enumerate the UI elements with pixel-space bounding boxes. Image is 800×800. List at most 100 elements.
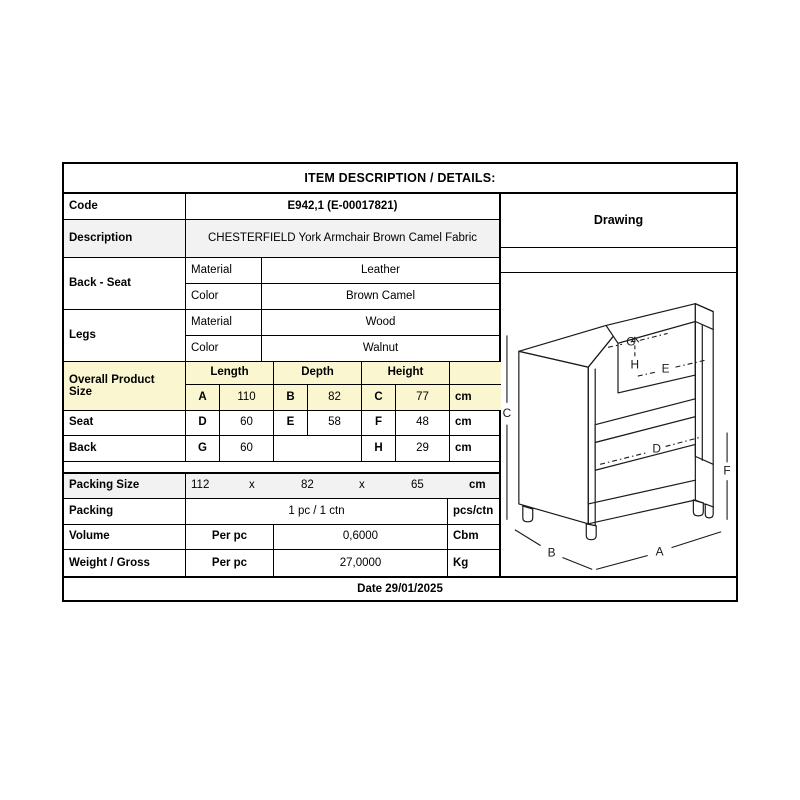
leg-front-left [522, 505, 534, 523]
dim-line-g-left [607, 343, 623, 348]
dimension-letters: G H E D C F B A [503, 334, 731, 559]
dim-line-e-left [637, 371, 656, 377]
drawing-label-a: A [656, 544, 664, 558]
back-seat-material-value: Leather [262, 258, 499, 284]
table-row-packing-size: Packing Size 112 x 82 x 65 cm [64, 473, 499, 500]
dim-value-f: 48 [396, 410, 450, 437]
seat-label: Seat [64, 410, 186, 437]
dim-letter-h: H [362, 436, 396, 462]
dim-letter-f: F [362, 410, 396, 437]
dim-value-g: 60 [220, 436, 274, 462]
packing-unit: pcs/ctn [448, 499, 499, 525]
dim-value-c: 77 [396, 384, 450, 411]
volume-value: 0,6000 [274, 524, 448, 551]
dim-line-a-right [671, 530, 722, 548]
page-title: ITEM DESCRIPTION / DETAILS: [64, 164, 736, 194]
weight-per: Per pc [186, 550, 274, 576]
dim-letter-d: D [186, 410, 220, 437]
drawing-label-b: B [548, 545, 556, 559]
volume-label: Volume [64, 524, 186, 551]
table-row-weight: Weight / Gross Per pc 27,0000 Kg [64, 550, 499, 576]
leg-front-center-top [585, 522, 597, 527]
dim-letter-g: G [186, 436, 220, 462]
dim-line-b-right [562, 556, 593, 570]
dim-value-d: 60 [220, 410, 274, 437]
dimension-row-overall: A 110 B 82 C 77 cm [186, 384, 501, 411]
dim-value-h: 29 [396, 436, 450, 462]
packing-label: Packing [64, 499, 186, 525]
base-front-bottom [587, 479, 696, 525]
dimension-row-seat: Seat D 60 E 58 F 48 cm [64, 410, 501, 437]
dim-line-b-left [514, 529, 541, 546]
dim-letter-a: A [186, 384, 220, 411]
spec-sheet: ITEM DESCRIPTION / DETAILS: Code E942,1 … [62, 162, 738, 602]
drawing-title: Drawing [501, 194, 736, 248]
drawing-canvas: G H E D C F B A [501, 273, 736, 576]
armchair-outline [518, 302, 714, 540]
back-seat-material-label: Material [186, 257, 262, 284]
outer-dimension-lines [506, 335, 728, 570]
back-seat-color-row: Color Brown Camel [186, 283, 499, 310]
packing-size-width: 82 [301, 479, 314, 492]
dim-header-length: Length [186, 361, 274, 385]
drawing-subheader-spacer [501, 248, 736, 273]
left-arm-outer-face [518, 350, 589, 525]
volume-per: Per pc [186, 524, 274, 551]
armchair-technical-drawing: G H E D C F B A [503, 302, 731, 570]
drawing-panel: Drawing [501, 194, 736, 576]
legs-label: Legs [64, 309, 186, 362]
dim-line-g-right [639, 332, 668, 341]
dim-line-h [630, 336, 640, 357]
seat-cushion-front [594, 415, 696, 471]
leg-right-rear [704, 503, 714, 519]
table-row-overall-size: Overall Product Size Length Depth Height… [64, 361, 501, 411]
leg-front-left-top [522, 505, 534, 510]
drawing-label-g: G [626, 334, 635, 348]
dim-line-d-right [665, 436, 700, 447]
leg-back-right [692, 499, 704, 517]
packing-value: 1 pc / 1 ctn [186, 499, 448, 525]
packing-size-sep-1: x [249, 479, 255, 492]
back-seat-label: Back - Seat [64, 257, 186, 310]
legs-material-row: Material Wood [186, 309, 499, 336]
dim-arrow-h-top [630, 336, 640, 343]
dim-letter-e: E [274, 410, 308, 437]
table-row-legs: Legs Material Wood Color Walnut [64, 309, 499, 362]
packing-size-unit: cm [469, 479, 486, 492]
back-seat-material-row: Material Leather [186, 257, 499, 284]
footer-date: Date 29/01/2025 [64, 576, 736, 600]
table-row-volume: Volume Per pc 0,6000 Cbm [64, 524, 499, 551]
dim-header-height: Height [362, 361, 450, 385]
drawing-label-h: H [631, 357, 640, 371]
section-spacer-row [64, 462, 499, 474]
table-row-code: Code E942,1 (E-00017821) [64, 193, 499, 221]
packing-size-values: 112 x 82 x 65 cm [186, 474, 499, 500]
table-row-packing: Packing 1 pc / 1 ctn pcs/ctn [64, 499, 499, 525]
dim-line-a-left [596, 554, 648, 570]
dim-value-e: 58 [308, 410, 362, 437]
dim-depth-back-empty [274, 436, 362, 462]
back-seat-color-label: Color [186, 283, 262, 310]
overall-size-label-text: Overall Product Size [69, 373, 155, 398]
dim-line-e-right [675, 359, 706, 368]
drawing-label-f: F [723, 463, 730, 477]
table-row-back-seat: Back - Seat Material Leather Color Brown… [64, 257, 499, 310]
details-table: Code E942,1 (E-00017821) Description CHE… [64, 193, 501, 576]
leg-back-right-top [692, 499, 704, 504]
packing-size-sep-2: x [359, 479, 365, 492]
dim-header-depth: Depth [274, 361, 362, 385]
table-row-description: Description CHESTERFIELD York Armchair B… [64, 220, 499, 258]
dim-value-b: 82 [308, 384, 362, 411]
overall-size-label: Overall Product Size [64, 361, 186, 411]
drawing-label-e: E [662, 361, 670, 375]
weight-unit: Kg [453, 556, 469, 569]
sheet-title-row: ITEM DESCRIPTION / DETAILS: [64, 164, 736, 194]
dim-unit-overall: cm [450, 384, 501, 411]
dim-letter-b: B [274, 384, 308, 411]
legs-color-value: Walnut [262, 336, 499, 362]
back-seat-color-value: Brown Camel [262, 284, 499, 310]
section-spacer [64, 462, 499, 474]
internal-dimension-lines [600, 332, 706, 465]
dim-header-unit [450, 361, 501, 385]
dim-letter-c: C [362, 384, 396, 411]
